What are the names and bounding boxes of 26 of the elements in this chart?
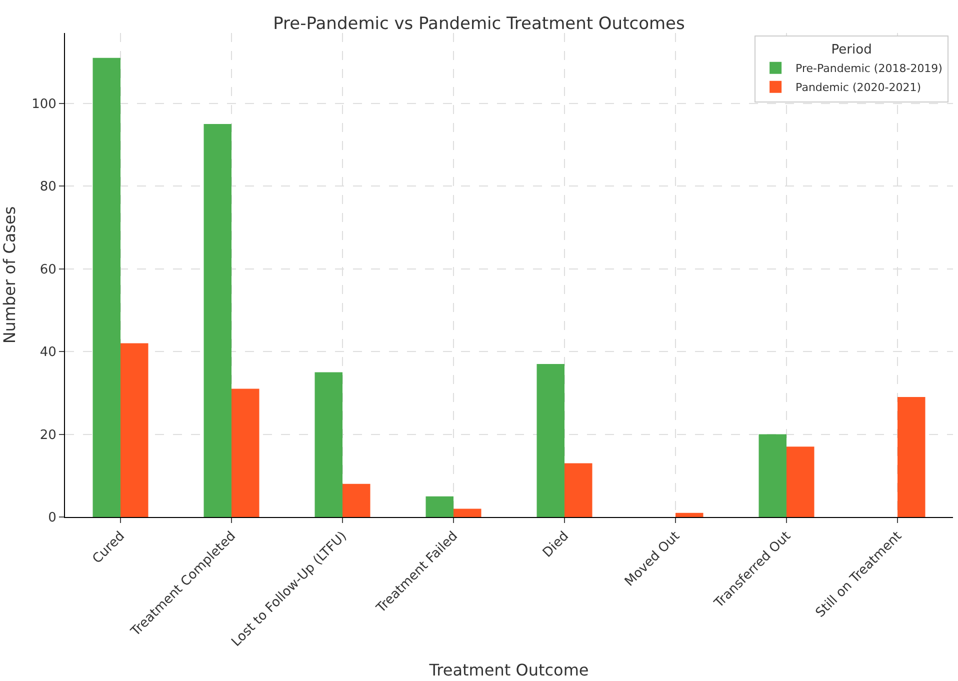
bar <box>786 446 814 517</box>
bar <box>454 508 482 517</box>
bar <box>314 372 342 517</box>
y-tick-label: 60 <box>40 262 56 278</box>
bar <box>676 512 704 517</box>
bar <box>92 58 120 517</box>
bar <box>898 397 926 517</box>
y-tick-label: 20 <box>40 428 56 443</box>
bar <box>120 343 148 517</box>
bar <box>232 388 260 517</box>
bar <box>426 496 454 517</box>
legend-title: Period <box>831 42 872 58</box>
bar <box>204 124 232 517</box>
y-tick-label: 100 <box>32 96 56 112</box>
x-axis-title: Treatment Outcome <box>428 660 589 680</box>
y-tick-label: 0 <box>48 510 56 526</box>
bar <box>536 364 564 517</box>
bar <box>564 463 592 517</box>
y-tick-label: 40 <box>40 345 56 360</box>
chart-title: Pre-Pandemic vs Pandemic Treatment Outcomes <box>273 14 686 34</box>
legend-label: Pre-Pandemic (2018-2019) <box>796 62 942 76</box>
bar <box>342 484 370 517</box>
bar <box>758 434 786 517</box>
y-axis-title: Number of Cases <box>0 206 19 344</box>
legend-label: Pandemic (2020-2021) <box>796 81 922 94</box>
y-tick-label: 80 <box>40 180 56 195</box>
